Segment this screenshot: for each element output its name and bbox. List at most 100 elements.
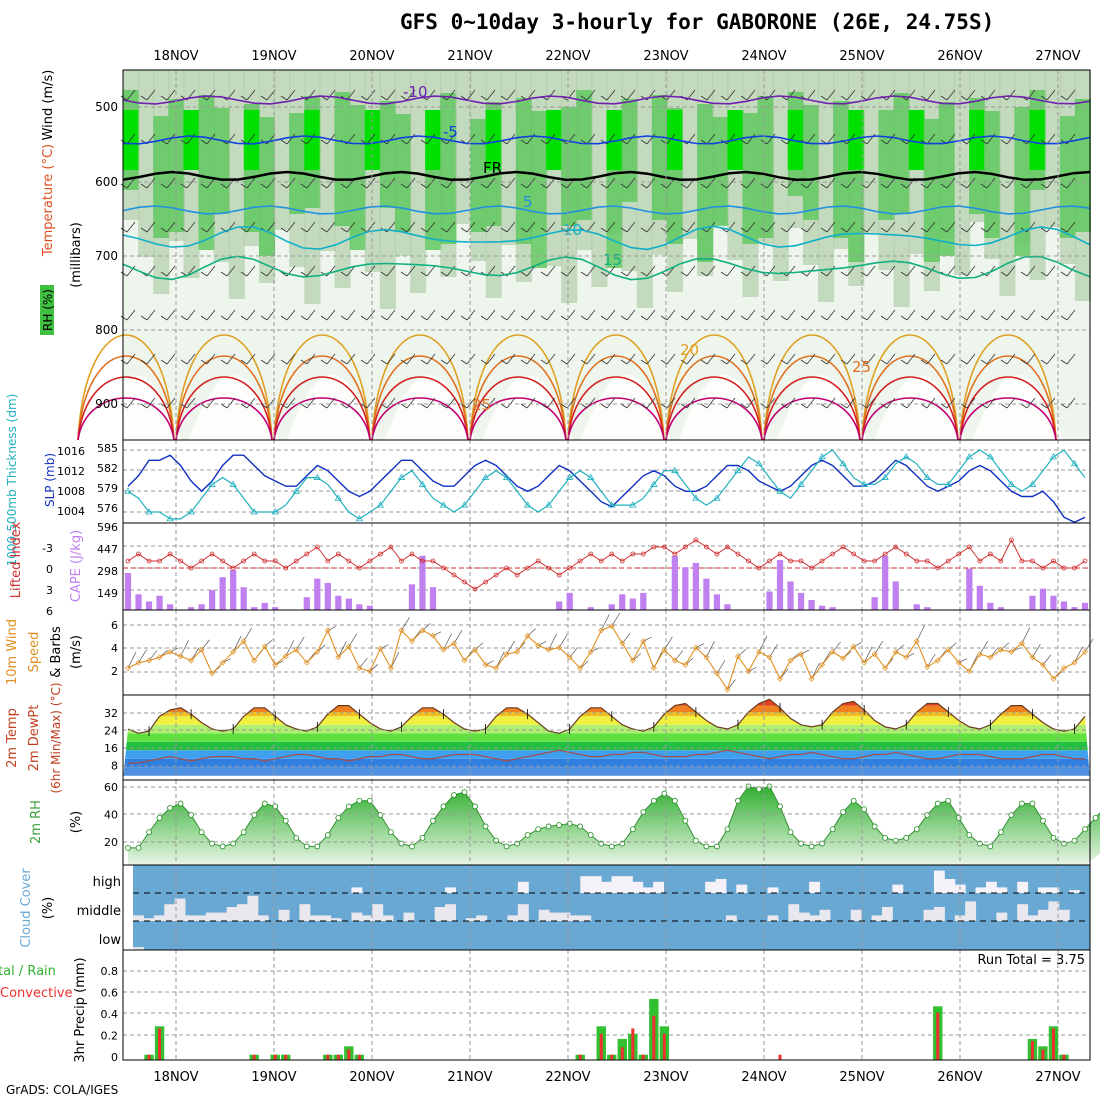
wind-barb <box>146 89 156 101</box>
wind-barb <box>520 139 528 145</box>
wind-barb <box>480 315 488 321</box>
warm-isotherm <box>371 397 469 441</box>
isotherm-line <box>122 170 1091 182</box>
wind-barb <box>446 221 456 233</box>
wind-speed-point <box>282 653 289 660</box>
cloud-bar-high <box>996 887 1008 893</box>
wind-barb <box>880 183 888 189</box>
lifted-index-point <box>367 558 373 564</box>
wind-barb <box>420 359 428 365</box>
wind-barb <box>186 265 196 277</box>
wind-axis-label: 10m Wind <box>5 619 20 685</box>
cloud-bar-middle <box>195 915 207 921</box>
cloud-bar-middle <box>1058 909 1070 921</box>
y-tick-label-right: 1016 <box>57 445 85 458</box>
wind-barb <box>506 397 516 409</box>
wind-barb <box>160 315 168 321</box>
wind-barb <box>220 403 228 409</box>
wind-barb <box>800 315 808 321</box>
lifted-index-point <box>924 558 930 564</box>
rh-fill-shade <box>364 70 381 272</box>
wind-barb <box>626 221 636 233</box>
wind-speed-point <box>924 664 931 670</box>
precip-convective-axis-label: Convective <box>0 986 73 1001</box>
thickness-point <box>902 453 910 460</box>
wind-barb <box>680 227 688 233</box>
lifted-index-point <box>399 558 404 564</box>
wind-barb <box>340 359 348 365</box>
warm-isotherm <box>567 397 665 441</box>
wind-barb <box>166 397 176 409</box>
lifted-index-point <box>304 551 310 557</box>
temp-line <box>127 698 1086 734</box>
rh-fill-shade <box>682 70 699 239</box>
lifted-index-point <box>283 565 289 571</box>
precip-convective-bar <box>578 1054 582 1060</box>
wind-barb <box>146 221 156 233</box>
cloud-level-label: low <box>99 933 122 948</box>
rh-dry-area <box>287 375 377 440</box>
wind-barb <box>366 397 376 409</box>
lifted-index-point <box>1061 565 1067 571</box>
wind-barb <box>1020 183 1028 189</box>
wind-barb <box>180 139 188 145</box>
cape-bar <box>797 592 805 610</box>
wind-barb <box>440 359 448 365</box>
lifted-index-point <box>293 558 299 564</box>
cloud-bar-middle <box>174 898 186 921</box>
wind-barb <box>320 403 328 409</box>
thickness-point <box>650 480 658 487</box>
cloud-bar-high <box>975 887 987 893</box>
y-tick-label: 700 <box>95 249 118 263</box>
wind-barb <box>786 353 796 365</box>
wind-barb <box>626 353 636 365</box>
dewpoint-axis-label: 2m DewPt <box>27 705 42 772</box>
cloud-bar-middle <box>299 904 311 921</box>
cape-bar <box>419 555 426 610</box>
wind-barb <box>980 227 988 233</box>
isotherm-line <box>122 205 1091 215</box>
wind-barb <box>686 397 696 409</box>
cape-bar <box>145 601 153 610</box>
lifted-index-point <box>714 551 720 557</box>
wind-barb <box>220 315 228 321</box>
wind-barb <box>246 133 256 145</box>
wind-barb <box>420 315 428 321</box>
wind-barb <box>740 227 748 233</box>
wind-barb <box>740 315 748 321</box>
wind-barb <box>846 89 856 101</box>
lifted-index-point <box>409 551 415 557</box>
rh-point <box>1029 800 1036 807</box>
rh-point <box>472 803 478 810</box>
wind-barb <box>626 397 636 409</box>
cape-bar <box>671 555 678 610</box>
cloud-bar-middle <box>361 915 373 921</box>
rh-point <box>409 843 415 850</box>
lifted-index-point <box>325 558 331 564</box>
cloud-bar-middle <box>580 915 592 921</box>
wind-barb <box>426 309 436 321</box>
wind-barb <box>340 183 348 189</box>
wind-barb <box>840 227 848 233</box>
cloud-bar-middle <box>237 904 248 921</box>
wind-barb <box>700 403 708 409</box>
rh-fill-shade <box>999 70 1016 296</box>
date-label-bottom: 24NOV <box>741 1070 786 1085</box>
thickness-point <box>1007 480 1016 487</box>
wind-barb <box>406 133 416 145</box>
wind-barb <box>766 221 776 233</box>
cloud-bar-middle <box>507 915 519 921</box>
wind-barb <box>380 95 388 101</box>
wind-barb <box>500 315 508 321</box>
wind-axis-label: & Barbs <box>49 626 64 678</box>
wind-barb <box>506 353 516 365</box>
cape-bar <box>166 604 174 610</box>
cloud-bar-middle <box>1048 901 1060 921</box>
wind-barb <box>426 221 436 233</box>
wind-barb <box>740 139 748 145</box>
wind-barb <box>866 221 876 233</box>
lifted-index-point <box>788 558 793 564</box>
warm-isotherm <box>469 355 567 441</box>
wind-barb <box>960 359 968 365</box>
wind-barb <box>206 221 216 233</box>
